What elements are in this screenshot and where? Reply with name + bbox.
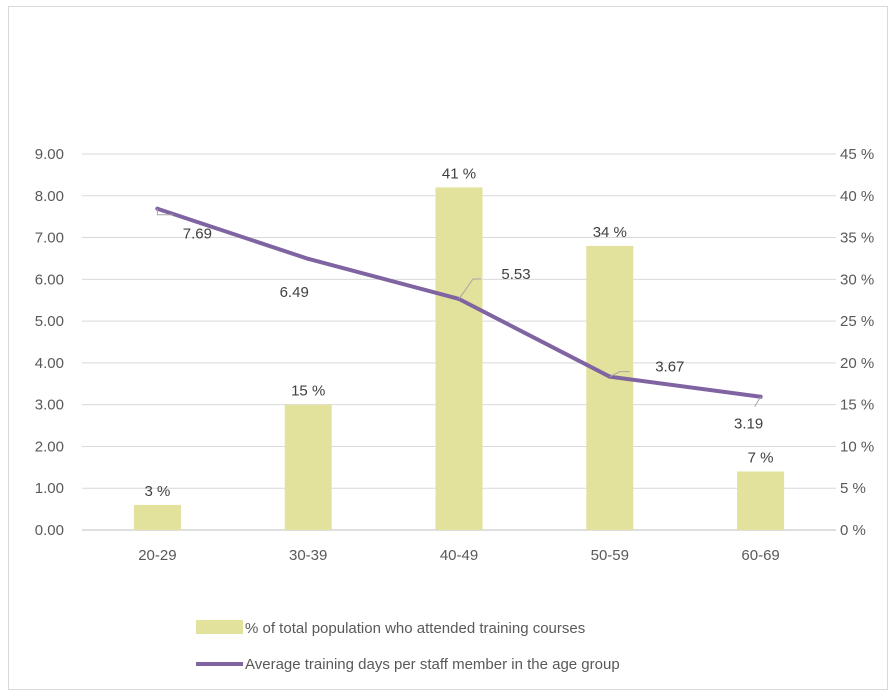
bar <box>586 245 634 530</box>
right-tick-label: 25 % <box>840 313 874 330</box>
leader-line <box>609 371 630 378</box>
leader-line <box>458 278 481 300</box>
x-axis-ticks: 20-29 30-39 40-49 50-59 60-69 <box>138 547 780 564</box>
left-tick-label: 0.00 <box>35 522 64 539</box>
left-tick-label: 7.00 <box>35 230 64 247</box>
bar <box>737 471 785 530</box>
legend: % of total population who attended train… <box>196 620 620 673</box>
leader-line <box>754 396 762 407</box>
bar-series <box>133 187 785 530</box>
bar <box>284 404 332 530</box>
legend-label-line: Average training days per staff member i… <box>245 656 620 673</box>
bar-data-label: 15 % <box>291 383 325 400</box>
left-tick-label: 9.00 <box>35 146 64 163</box>
x-tick-label: 20-29 <box>138 547 176 564</box>
line-data-label: 3.19 <box>734 416 763 433</box>
leader-line <box>156 208 174 216</box>
legend-label-bars: % of total population who attended train… <box>245 620 585 637</box>
left-tick-label: 6.00 <box>35 271 64 288</box>
left-tick-label: 4.00 <box>35 355 64 372</box>
bar <box>435 187 483 530</box>
right-tick-label: 10 % <box>840 438 874 455</box>
line-data-labels: 7.69 6.49 5.53 3.67 3.19 <box>156 208 763 433</box>
x-tick-label: 60-69 <box>741 547 779 564</box>
right-tick-label: 30 % <box>840 271 874 288</box>
x-tick-label: 30-39 <box>289 547 327 564</box>
right-tick-label: 35 % <box>840 230 874 247</box>
left-axis-ticks: 0.00 1.00 2.00 3.00 4.00 5.00 6.00 7.00 8.00 9.00 <box>35 146 64 539</box>
right-axis-ticks: 0 % 5 % 10 % 15 % 20 % 25 % 30 % 35 % 40 % 45 % <box>840 146 874 539</box>
right-tick-label: 15 % <box>840 397 874 414</box>
left-tick-label: 1.00 <box>35 480 64 497</box>
right-tick-label: 45 % <box>840 146 874 163</box>
left-tick-label: 2.00 <box>35 438 64 455</box>
right-tick-label: 40 % <box>840 188 874 205</box>
x-tick-label: 40-49 <box>440 547 478 564</box>
bar-data-label: 7 % <box>748 450 774 467</box>
line-data-label: 6.49 <box>280 284 309 301</box>
line-data-label: 5.53 <box>501 266 530 283</box>
right-tick-label: 0 % <box>840 522 866 539</box>
bar-data-label: 41 % <box>442 165 476 182</box>
bar-data-labels: 3 % 15 % 41 % 34 % 7 % <box>144 165 773 500</box>
left-tick-label: 8.00 <box>35 188 64 205</box>
line-data-label: 3.67 <box>655 359 684 376</box>
line-data-label: 7.69 <box>183 226 212 243</box>
legend-swatch-bars <box>196 620 243 634</box>
x-tick-label: 50-59 <box>591 547 629 564</box>
right-tick-label: 5 % <box>840 480 866 497</box>
bar-data-label: 34 % <box>593 224 627 241</box>
bar-data-label: 3 % <box>144 483 170 500</box>
left-tick-label: 3.00 <box>35 397 64 414</box>
line-point <box>306 256 311 261</box>
right-tick-label: 20 % <box>840 355 874 372</box>
bar <box>133 504 181 530</box>
left-tick-label: 5.00 <box>35 313 64 330</box>
